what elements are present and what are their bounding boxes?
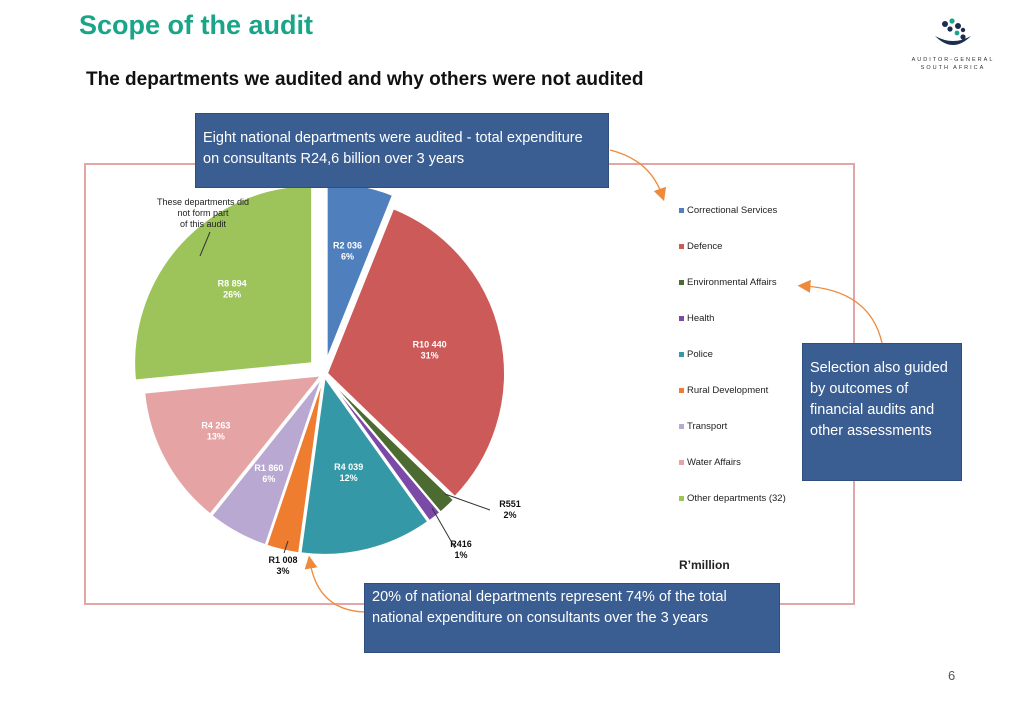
slide-subtitle: The departments we audited and why other… — [86, 69, 644, 90]
slice-value-label: R10 440 — [413, 339, 447, 349]
legend-label: Defence — [687, 241, 722, 252]
pie-slice — [299, 374, 430, 556]
legend-swatch — [679, 208, 684, 213]
legend-swatch — [679, 496, 684, 501]
pie-slice — [325, 206, 506, 499]
ag-logo-icon — [935, 18, 971, 45]
legend-label: Transport — [687, 421, 728, 432]
slice-percent-label: 13% — [207, 432, 225, 442]
slice-value-label: R2 036 — [333, 240, 362, 250]
pie-slice — [325, 375, 442, 523]
legend-label: Correctional Services — [687, 205, 778, 216]
slice-percent-label: 12% — [340, 473, 358, 483]
slice-value-label: R1 860 — [254, 463, 283, 473]
annotation-text: of this audit — [180, 219, 227, 229]
legend-label: Water Affairs — [687, 457, 741, 468]
logo-line-2: SOUTH AFRICA — [920, 65, 986, 71]
slice-percent-label: 6% — [341, 251, 354, 261]
slice-value-label: R4 039 — [334, 462, 363, 472]
legend-swatch — [679, 352, 684, 357]
legend-label: Health — [687, 313, 714, 324]
legend-swatch — [679, 280, 684, 285]
slice-value-label: R1 008 — [268, 555, 297, 565]
annotation-text: These departments did — [157, 197, 249, 207]
leader-line — [283, 540, 289, 554]
legend-label: Other departments (32) — [687, 493, 786, 504]
slice-percent-label: 6% — [262, 474, 275, 484]
legend-label: Rural Development — [687, 385, 769, 396]
leader-line — [431, 507, 456, 549]
slice-percent-label: 2% — [503, 510, 516, 520]
slice-percent-label: 31% — [421, 350, 439, 360]
pie-slice — [133, 184, 314, 382]
legend-label: Police — [687, 349, 713, 360]
legend-label: Environmental Affairs — [687, 277, 777, 288]
slice-percent-label: 26% — [223, 290, 241, 300]
annotation-text: not form part — [177, 208, 229, 218]
legend-swatch — [679, 424, 684, 429]
slide-title: Scope of the audit — [79, 10, 314, 40]
pie-slice — [143, 374, 324, 516]
callout-concentration: 20% of national departments represent 74… — [364, 583, 780, 653]
ag-logo: AUDITOR-GENERAL SOUTH AFRICA — [905, 14, 1001, 76]
callout-selection: Selection also guided by outcomes of fin… — [802, 343, 962, 481]
legend-swatch — [679, 388, 684, 393]
pie-slice — [210, 376, 324, 547]
leader-line — [444, 493, 491, 511]
slice-percent-label: 1% — [454, 550, 467, 560]
callout-audited-departments: Eight national departments were audited … — [195, 113, 609, 188]
unit-label: R’million — [679, 558, 730, 572]
annotation-leader — [199, 231, 211, 257]
slice-value-label: R4 263 — [201, 421, 230, 431]
page-number: 6 — [948, 668, 956, 683]
slice-percent-label: 3% — [276, 566, 289, 576]
slice-value-label: R8 894 — [218, 279, 247, 289]
legend-swatch — [679, 244, 684, 249]
logo-line-1: AUDITOR-GENERAL — [911, 57, 995, 63]
slice-value-label: R416 — [450, 539, 472, 549]
slice-value-label: R551 — [499, 499, 521, 509]
legend-swatch — [679, 316, 684, 321]
legend-swatch — [679, 460, 684, 465]
